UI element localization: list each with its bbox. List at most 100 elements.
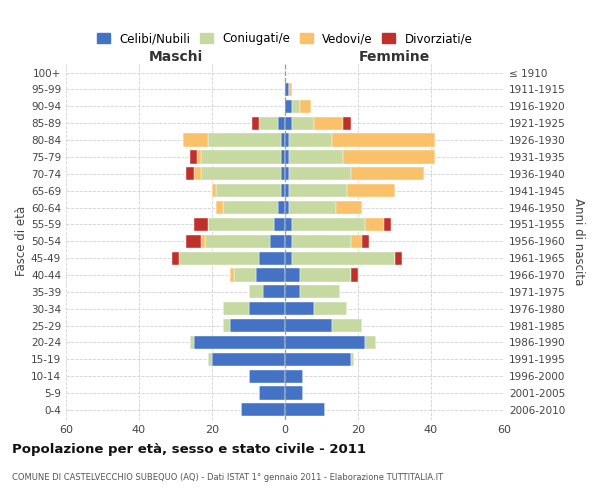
Bar [289, 184, 347, 197]
Bar [336, 201, 362, 214]
Bar [285, 319, 332, 332]
Bar [256, 268, 285, 281]
Bar [201, 167, 281, 180]
Bar [248, 302, 285, 316]
Bar [259, 252, 285, 264]
Bar [223, 319, 230, 332]
Bar [281, 150, 285, 164]
Bar [190, 150, 197, 164]
Bar [292, 218, 365, 231]
Bar [281, 134, 285, 146]
Bar [289, 83, 292, 96]
Bar [212, 352, 285, 366]
Bar [285, 218, 292, 231]
Bar [278, 116, 285, 130]
Bar [299, 100, 311, 113]
Bar [223, 302, 248, 316]
Bar [314, 116, 343, 130]
Bar [285, 286, 299, 298]
Bar [285, 83, 289, 96]
Text: Femmine: Femmine [359, 50, 430, 64]
Bar [332, 134, 434, 146]
Bar [223, 201, 278, 214]
Bar [350, 167, 424, 180]
Bar [289, 167, 350, 180]
Bar [285, 100, 292, 113]
Bar [292, 116, 314, 130]
Bar [194, 336, 285, 349]
Legend: Celibi/Nubili, Coniugati/e, Vedovi/e, Divorziati/e: Celibi/Nubili, Coniugati/e, Vedovi/e, Di… [92, 28, 478, 50]
Y-axis label: Anni di nascita: Anni di nascita [572, 198, 585, 285]
Bar [285, 167, 289, 180]
Bar [365, 218, 383, 231]
Bar [285, 352, 350, 366]
Bar [292, 234, 350, 248]
Bar [234, 268, 256, 281]
Bar [187, 234, 201, 248]
Bar [395, 252, 402, 264]
Bar [263, 286, 285, 298]
Bar [365, 336, 376, 349]
Bar [172, 252, 179, 264]
Bar [285, 116, 292, 130]
Bar [285, 268, 299, 281]
Bar [201, 150, 281, 164]
Bar [190, 336, 194, 349]
Bar [289, 150, 343, 164]
Bar [259, 386, 285, 400]
Bar [350, 268, 358, 281]
Bar [230, 319, 285, 332]
Bar [299, 286, 340, 298]
Bar [241, 404, 285, 416]
Bar [281, 167, 285, 180]
Bar [187, 167, 194, 180]
Bar [347, 184, 395, 197]
Bar [289, 134, 332, 146]
Bar [285, 134, 289, 146]
Text: Maschi: Maschi [148, 50, 203, 64]
Bar [271, 234, 285, 248]
Bar [278, 201, 285, 214]
Bar [215, 184, 281, 197]
Bar [292, 100, 299, 113]
Bar [259, 116, 278, 130]
Bar [292, 252, 395, 264]
Bar [285, 184, 289, 197]
Bar [201, 234, 205, 248]
Bar [281, 184, 285, 197]
Bar [285, 252, 292, 264]
Bar [285, 404, 325, 416]
Bar [212, 184, 215, 197]
Bar [285, 201, 289, 214]
Bar [230, 268, 234, 281]
Bar [343, 150, 434, 164]
Bar [299, 268, 351, 281]
Bar [285, 302, 314, 316]
Bar [205, 234, 271, 248]
Bar [350, 352, 355, 366]
Bar [215, 201, 223, 214]
Bar [183, 134, 208, 146]
Text: COMUNE DI CASTELVECCHIO SUBEQUO (AQ) - Dati ISTAT 1° gennaio 2011 - Elaborazione: COMUNE DI CASTELVECCHIO SUBEQUO (AQ) - D… [12, 472, 443, 482]
Bar [362, 234, 369, 248]
Bar [350, 234, 362, 248]
Text: Popolazione per età, sesso e stato civile - 2011: Popolazione per età, sesso e stato civil… [12, 442, 366, 456]
Bar [208, 134, 281, 146]
Bar [274, 218, 285, 231]
Bar [252, 116, 259, 130]
Bar [383, 218, 391, 231]
Bar [194, 167, 201, 180]
Bar [289, 201, 336, 214]
Bar [285, 234, 292, 248]
Bar [248, 286, 263, 298]
Bar [248, 370, 285, 382]
Bar [285, 150, 289, 164]
Bar [285, 386, 303, 400]
Bar [285, 336, 365, 349]
Bar [332, 319, 362, 332]
Bar [285, 370, 303, 382]
Bar [208, 352, 212, 366]
Bar [179, 252, 259, 264]
Bar [194, 218, 208, 231]
Y-axis label: Fasce di età: Fasce di età [15, 206, 28, 276]
